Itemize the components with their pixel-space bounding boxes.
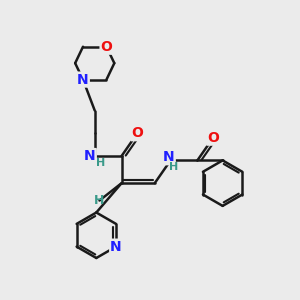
Text: H: H xyxy=(169,162,178,172)
Text: O: O xyxy=(100,40,112,54)
Text: N: N xyxy=(163,150,175,164)
Text: H: H xyxy=(96,158,105,168)
Text: H: H xyxy=(94,194,105,207)
Text: O: O xyxy=(131,126,143,140)
Text: O: O xyxy=(207,131,219,145)
Text: N: N xyxy=(110,240,122,254)
Text: N: N xyxy=(84,149,96,163)
Text: N: N xyxy=(77,73,89,87)
